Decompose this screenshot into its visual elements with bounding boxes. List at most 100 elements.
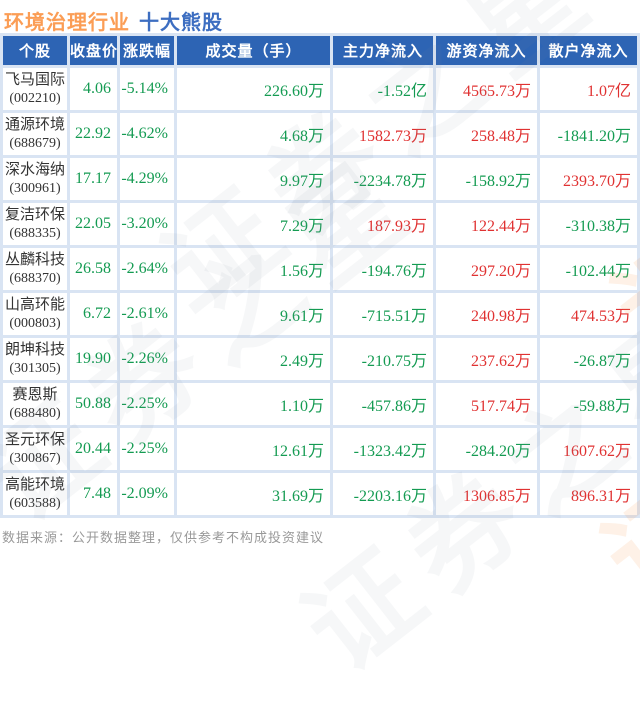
cell-main-inflow: -1.52亿: [333, 68, 433, 110]
stock-name: 丛麟科技: [4, 251, 65, 268]
cell-retail-inflow: 1607.62万: [540, 428, 637, 470]
cell-hot-money-inflow: 240.98万: [436, 293, 537, 335]
stock-code: (002210): [9, 91, 61, 106]
cell-retail-inflow: 1.07亿: [540, 68, 637, 110]
title-suffix: 十大熊股: [139, 12, 223, 34]
stock-name: 赛恩斯: [12, 386, 58, 403]
stock-code: (688679): [9, 136, 61, 151]
stock-name: 朗坤科技: [4, 341, 65, 358]
cell-main-inflow: -1323.42万: [333, 428, 433, 470]
stock-name: 山高环能: [4, 296, 65, 313]
cell-main-inflow: -457.86万: [333, 383, 433, 425]
cell-volume: 1.56万: [177, 248, 330, 290]
cell-close: 19.90: [70, 338, 117, 380]
cell-retail-inflow: -26.87万: [540, 338, 637, 380]
cell-close: 22.92: [70, 113, 117, 155]
table-row: 复洁环保 (688335) 22.05 -3.20% 7.29万 187.93万 122.4…: [3, 203, 637, 245]
table-row: 丛麟科技 (688370) 26.58 -2.64% 1.56万 -194.76万 297.…: [3, 248, 637, 290]
cell-main-inflow: -2234.78万: [333, 158, 433, 200]
cell-change: -2.25%: [120, 383, 174, 425]
data-source-note: 数据来源：公开数据整理，仅供参考不构成投资建议: [2, 530, 325, 545]
stock-code: (300867): [9, 451, 61, 466]
stock-name: 深水海纳: [4, 161, 65, 178]
cell-retail-inflow: 474.53万: [540, 293, 637, 335]
cell-retail-inflow: -310.38万: [540, 203, 637, 245]
table-row: 高能环境 (603588) 7.48 -2.09% 31.69万 -2203.16万 130…: [3, 473, 637, 515]
cell-change: -2.61%: [120, 293, 174, 335]
cell-retail-inflow: -102.44万: [540, 248, 637, 290]
stock-code: (603588): [9, 496, 61, 511]
stock-code: (688370): [9, 271, 61, 286]
col-header-retail-inflow: 散户净流入: [540, 36, 637, 65]
cell-change: -4.62%: [120, 113, 174, 155]
cell-hot-money-inflow: -158.92万: [436, 158, 537, 200]
cell-hot-money-inflow: -284.20万: [436, 428, 537, 470]
cell-retail-inflow: 896.31万: [540, 473, 637, 515]
stock-code: (688480): [9, 406, 61, 421]
cell-hot-money-inflow: 517.74万: [436, 383, 537, 425]
bear-stocks-table: 个股 收盘价 涨跌幅 成交量（手） 主力净流入 游资净流入 散户净流入 飞马国际…: [0, 33, 640, 518]
cell-close: 22.05: [70, 203, 117, 245]
cell-main-inflow: 187.93万: [333, 203, 433, 245]
table-row: 赛恩斯 (688480) 50.88 -2.25% 1.10万 -457.86万 517.7…: [3, 383, 637, 425]
stock-name: 飞马国际: [4, 71, 65, 88]
table-row: 山高环能 (000803) 6.72 -2.61% 9.61万 -715.51万 240.9…: [3, 293, 637, 335]
table-row: 深水海纳 (300961) 17.17 -4.29% 9.97万 -2234.78万 -15…: [3, 158, 637, 200]
cell-change: -5.14%: [120, 68, 174, 110]
cell-main-inflow: -210.75万: [333, 338, 433, 380]
cell-main-inflow: 1582.73万: [333, 113, 433, 155]
stock-code: (688335): [9, 226, 61, 241]
cell-change: -2.26%: [120, 338, 174, 380]
cell-close: 7.48: [70, 473, 117, 515]
cell-close: 50.88: [70, 383, 117, 425]
cell-close: 17.17: [70, 158, 117, 200]
table-row: 朗坤科技 (301305) 19.90 -2.26% 2.49万 -210.75万 237.…: [3, 338, 637, 380]
cell-stock: 高能环境 (603588): [3, 473, 67, 515]
page-title: 环境治理行业 十大熊股: [4, 6, 223, 35]
col-header-close: 收盘价: [70, 36, 117, 65]
cell-main-inflow: -194.76万: [333, 248, 433, 290]
table-body: 飞马国际 (002210) 4.06 -5.14% 226.60万 -1.52亿 4565.…: [3, 68, 637, 515]
title-industry: 环境治理行业: [4, 12, 130, 34]
table-row: 圣元环保 (300867) 20.44 -2.25% 12.61万 -1323.42万 -2…: [3, 428, 637, 470]
cell-hot-money-inflow: 122.44万: [436, 203, 537, 245]
cell-stock: 深水海纳 (300961): [3, 158, 67, 200]
stock-name: 通源环境: [4, 116, 65, 133]
cell-volume: 1.10万: [177, 383, 330, 425]
cell-close: 26.58: [70, 248, 117, 290]
cell-volume: 9.97万: [177, 158, 330, 200]
cell-volume: 12.61万: [177, 428, 330, 470]
cell-stock: 赛恩斯 (688480): [3, 383, 67, 425]
stock-code: (300961): [9, 181, 61, 196]
col-header-volume: 成交量（手）: [177, 36, 330, 65]
cell-retail-inflow: -1841.20万: [540, 113, 637, 155]
cell-hot-money-inflow: 4565.73万: [436, 68, 537, 110]
cell-hot-money-inflow: 237.62万: [436, 338, 537, 380]
table-row: 飞马国际 (002210) 4.06 -5.14% 226.60万 -1.52亿 4565.…: [3, 68, 637, 110]
cell-retail-inflow: -59.88万: [540, 383, 637, 425]
cell-main-inflow: -2203.16万: [333, 473, 433, 515]
table-header: 个股 收盘价 涨跌幅 成交量（手） 主力净流入 游资净流入 散户净流入: [3, 36, 637, 65]
cell-close: 6.72: [70, 293, 117, 335]
cell-change: -2.25%: [120, 428, 174, 470]
cell-hot-money-inflow: 297.20万: [436, 248, 537, 290]
cell-volume: 9.61万: [177, 293, 330, 335]
col-header-stock: 个股: [3, 36, 67, 65]
cell-stock: 复洁环保 (688335): [3, 203, 67, 245]
cell-stock: 飞马国际 (002210): [3, 68, 67, 110]
cell-volume: 31.69万: [177, 473, 330, 515]
col-header-hot-money-inflow: 游资净流入: [436, 36, 537, 65]
cell-change: -4.29%: [120, 158, 174, 200]
cell-change: -3.20%: [120, 203, 174, 245]
col-header-main-inflow: 主力净流入: [333, 36, 433, 65]
col-header-change: 涨跌幅: [120, 36, 174, 65]
cell-volume: 7.29万: [177, 203, 330, 245]
cell-volume: 4.68万: [177, 113, 330, 155]
table-row: 通源环境 (688679) 22.92 -4.62% 4.68万 1582.73万 258.…: [3, 113, 637, 155]
cell-hot-money-inflow: 258.48万: [436, 113, 537, 155]
cell-change: -2.09%: [120, 473, 174, 515]
cell-stock: 山高环能 (000803): [3, 293, 67, 335]
cell-close: 20.44: [70, 428, 117, 470]
cell-volume: 226.60万: [177, 68, 330, 110]
cell-retail-inflow: 2393.70万: [540, 158, 637, 200]
